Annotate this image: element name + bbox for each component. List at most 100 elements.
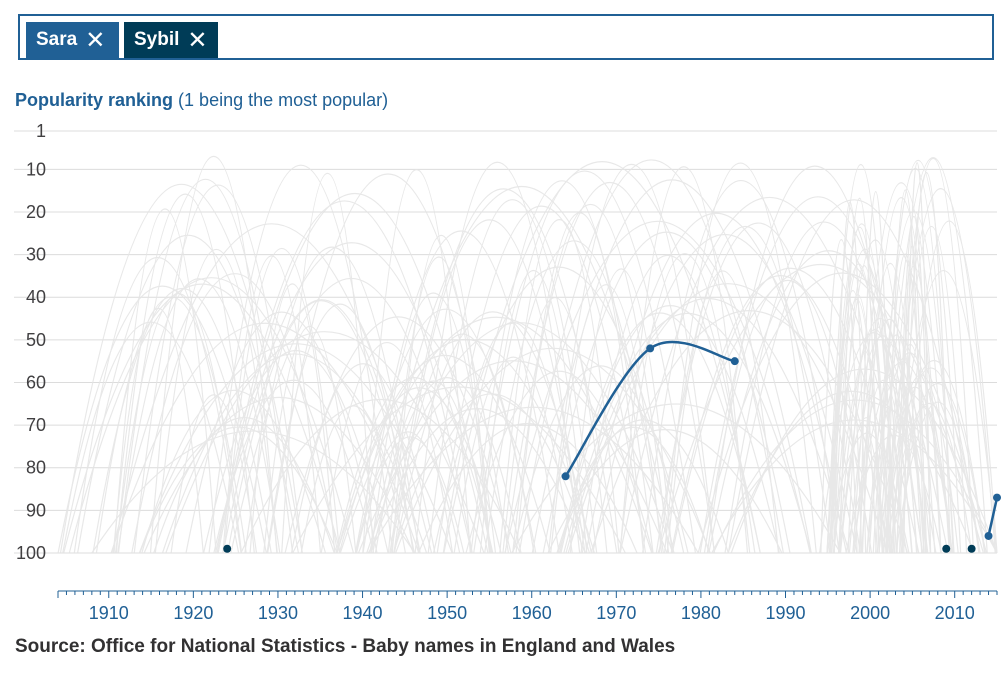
chart-title-rest: (1 being the most popular) <box>178 90 389 110</box>
tag-label: Sara <box>36 29 78 50</box>
background-name-line <box>223 247 341 554</box>
data-point-sybil <box>942 544 951 553</box>
background-name-line <box>712 399 998 554</box>
background-name-line <box>504 220 811 554</box>
chart-title: Popularity ranking (1 being the most pop… <box>15 90 388 111</box>
data-point-sara <box>984 531 993 540</box>
background-name-line <box>878 157 988 554</box>
background-name-line <box>393 311 592 554</box>
background-name-line <box>826 432 908 554</box>
background-name-line <box>77 234 300 554</box>
background-name-line <box>885 188 996 554</box>
close-icon[interactable]: ✕ <box>85 26 106 54</box>
background-name-line <box>266 303 414 554</box>
background-name-line <box>547 163 715 554</box>
background-name-line <box>389 188 618 554</box>
background-name-line <box>111 223 433 554</box>
background-name-line <box>141 390 327 554</box>
background-name-line <box>901 172 951 554</box>
background-name-line <box>658 226 832 554</box>
background-name-line <box>876 168 954 554</box>
background-name-line <box>73 256 242 554</box>
background-name-line <box>655 222 861 554</box>
background-name-line <box>300 405 406 554</box>
background-name-line <box>831 226 889 554</box>
background-name-lines <box>57 155 998 554</box>
background-name-line <box>374 380 493 554</box>
background-name-line <box>216 200 473 554</box>
x-tick-label: 1970 <box>596 603 636 623</box>
background-name-line <box>138 343 453 554</box>
background-name-line <box>882 359 986 554</box>
x-tick-label: 2010 <box>935 603 975 623</box>
background-name-line <box>112 308 204 554</box>
background-name-line <box>336 387 502 554</box>
background-name-line <box>885 403 973 554</box>
background-name-line <box>504 182 716 554</box>
background-name-line <box>711 419 998 554</box>
background-name-line <box>57 285 267 554</box>
x-tick-label: 1960 <box>512 603 552 623</box>
background-name-line <box>249 283 336 554</box>
background-name-line <box>114 292 243 554</box>
background-name-line <box>143 396 415 554</box>
background-name-line <box>895 225 968 554</box>
tag-sara[interactable]: Sara ✕ <box>26 22 119 58</box>
background-name-line <box>896 216 932 554</box>
chart-title-bold: Popularity ranking <box>15 90 174 110</box>
background-name-line <box>133 184 303 554</box>
name-filter-box[interactable]: Sara ✕ Sybil ✕ <box>18 14 994 60</box>
background-name-line <box>370 292 497 554</box>
background-name-line <box>833 239 918 554</box>
background-name-line <box>149 155 278 554</box>
y-tick-label: 100 <box>16 543 46 563</box>
background-name-line <box>657 264 984 554</box>
x-tick-label: 2000 <box>850 603 890 623</box>
background-name-line <box>547 429 783 554</box>
background-name-line <box>852 182 951 554</box>
close-icon[interactable]: ✕ <box>187 26 208 54</box>
data-point-sara <box>646 344 655 353</box>
background-name-line <box>886 189 925 554</box>
x-tick-label: 1920 <box>173 603 213 623</box>
background-name-line <box>68 277 355 554</box>
background-name-line <box>222 255 322 554</box>
background-name-line <box>903 162 932 554</box>
x-tick-label: 1950 <box>427 603 467 623</box>
y-tick-label: 20 <box>26 202 46 222</box>
background-name-line <box>335 377 494 554</box>
background-name-line <box>154 248 278 554</box>
data-point-sara <box>993 493 1001 502</box>
y-tick-label: 70 <box>26 415 46 435</box>
background-name-line <box>393 219 586 554</box>
background-name-line <box>281 173 374 554</box>
background-name-line <box>131 273 339 554</box>
background-name-line <box>170 394 258 554</box>
data-point-sybil <box>967 544 976 553</box>
background-name-line <box>165 331 485 554</box>
background-name-line <box>59 184 303 554</box>
y-tick-label: 60 <box>26 372 46 392</box>
x-tick-label: 1980 <box>681 603 721 623</box>
background-name-line <box>663 162 817 554</box>
background-name-line <box>284 316 512 554</box>
tag-sybil[interactable]: Sybil ✕ <box>124 22 218 58</box>
x-tick-label: 1990 <box>765 603 805 623</box>
background-name-line <box>115 193 255 554</box>
background-name-line <box>357 360 668 554</box>
background-name-line <box>443 161 761 554</box>
background-name-line <box>417 422 638 554</box>
y-tick-label: 1 <box>36 121 46 141</box>
background-name-line <box>833 201 867 554</box>
background-name-line <box>117 179 294 554</box>
background-name-line <box>889 270 998 554</box>
y-tick-label: 90 <box>26 500 46 520</box>
background-name-line <box>354 308 537 554</box>
x-tick-label: 1940 <box>343 603 383 623</box>
background-name-line <box>820 239 863 554</box>
background-name-line <box>267 173 510 554</box>
y-tick-label: 30 <box>26 245 46 265</box>
background-name-line <box>619 197 920 554</box>
background-name-line <box>531 179 812 554</box>
